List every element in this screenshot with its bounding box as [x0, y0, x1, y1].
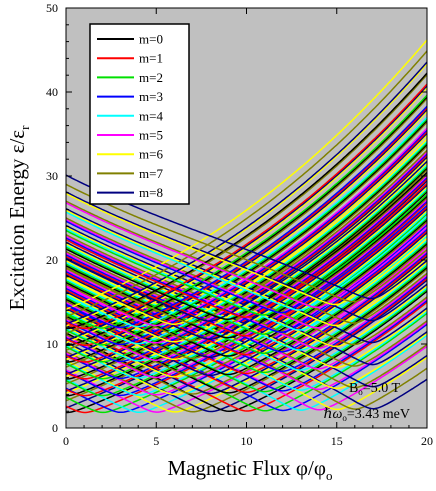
y-tick-label: 0	[52, 421, 58, 435]
curve-n0-l13	[66, 295, 427, 411]
curve-n2-l6	[66, 210, 427, 378]
curve-n4-l15	[66, 209, 427, 327]
curve-n4-l13	[66, 228, 427, 331]
curve-n5-l7	[66, 149, 427, 324]
legend-label: m=7	[139, 166, 163, 181]
curve-n5-l6	[66, 138, 427, 325]
ticks: 0 5 10 15 20 0 10 20 30 40 50	[46, 1, 433, 448]
curve-n2-l15	[66, 243, 427, 369]
curve-n5-l-2	[66, 50, 427, 318]
y-tick-label: 10	[46, 337, 58, 351]
curve-n1-l13	[66, 278, 427, 391]
curve-n4-l8	[66, 184, 427, 340]
curve-n3-l11	[66, 241, 427, 354]
curves	[66, 39, 427, 414]
curve-n0-l9	[66, 290, 427, 413]
x-axis-title: Magnetic Flux φ/φo	[168, 456, 333, 483]
curve-n1-l8	[66, 255, 427, 395]
curve-n2-l9	[66, 243, 427, 376]
curve-n5-l12	[66, 204, 427, 314]
x-tick-label: 5	[153, 434, 159, 448]
curve-n3-l13	[66, 245, 427, 351]
y-axis-title: Excitation Energy ε/εr	[5, 125, 32, 311]
curve-n2-l8	[66, 232, 427, 377]
curve-n3-l8	[66, 208, 427, 359]
y-tick-label: 50	[46, 1, 58, 15]
legend-label: m=1	[139, 51, 163, 66]
curve-n3-l6	[66, 186, 427, 361]
legend-label: m=0	[139, 32, 163, 47]
curve-n3-l10	[66, 230, 427, 356]
y-tick-label: 30	[46, 169, 58, 183]
curve-n5-l1	[66, 83, 427, 330]
curve-n3-l15	[66, 226, 427, 348]
curve-n4-l-2	[66, 74, 427, 335]
curve-n5-l11	[66, 193, 427, 316]
curve-n5-l14	[66, 202, 427, 309]
curve-n4-l9	[66, 195, 427, 339]
curve-n1-l9	[66, 266, 427, 394]
curve-n5-l5	[66, 127, 427, 327]
curve-n1-l12	[66, 287, 427, 392]
curve-n0-l8	[66, 279, 427, 413]
curve-n5-l10	[66, 182, 427, 318]
curve-n5-l15	[66, 192, 427, 306]
curve-n4-l11	[66, 217, 427, 335]
curve-n5-l3	[66, 105, 427, 329]
curve-n5-l13	[66, 211, 427, 311]
annotation-field: Bo=5.0 T	[349, 381, 400, 397]
curve-n4-l14	[66, 218, 427, 329]
curve-n1-l5	[66, 222, 427, 396]
curve-n5-l-3	[66, 39, 427, 310]
curve-n5-l16	[66, 183, 427, 303]
curve-n5-l8	[66, 160, 427, 322]
curve-n1-l6	[66, 233, 427, 396]
curve-n4-l-3	[66, 63, 427, 327]
curve-n4-l10	[66, 206, 427, 337]
curve-n5-l2	[66, 94, 427, 329]
x-tick-label: 10	[241, 434, 253, 448]
legend-label: m=8	[139, 185, 163, 200]
curve-n5-l-1	[66, 61, 427, 325]
curve-n3-l5	[66, 175, 427, 361]
legend-label: m=4	[139, 108, 163, 123]
curve-n2-l-3	[66, 110, 427, 361]
curve-n3-l12	[66, 252, 427, 353]
curve-n2-l12	[66, 271, 427, 373]
x-tick-label: 20	[421, 434, 433, 448]
curve-n4-l2	[66, 118, 427, 346]
curve-n3-l1	[66, 131, 427, 363]
curve-n1-l-3	[66, 134, 427, 378]
curve-n3-l-3	[66, 86, 427, 344]
curve-n2-l5	[66, 199, 427, 379]
curve-n5-l9	[66, 171, 427, 320]
legend-label: m=5	[139, 128, 163, 143]
legend-label: m=2	[139, 70, 163, 85]
curve-n2-l13	[66, 261, 427, 371]
curve-n4-l12	[66, 228, 427, 333]
x-tick-label: 0	[63, 434, 69, 448]
x-tick-label: 15	[331, 434, 343, 448]
y-tick-label: 40	[46, 85, 58, 99]
curve-n4-l17	[66, 191, 427, 322]
curve-n4-l6	[66, 162, 427, 343]
curve-n2-l11	[66, 265, 427, 374]
legend-label: m=3	[139, 89, 163, 104]
curve-n0-l12	[66, 304, 427, 412]
curve-n4-l5	[66, 151, 427, 344]
legend-label: m=6	[139, 147, 163, 162]
annotation-energy: ℏωo=3.43 meV	[323, 407, 410, 423]
y-tick-label: 20	[46, 253, 58, 267]
curve-n4-l1	[66, 107, 427, 346]
legend: m=0 m=1 m=2 m=3 m=4 m=5 m=6 m=7 m=8	[89, 23, 190, 205]
